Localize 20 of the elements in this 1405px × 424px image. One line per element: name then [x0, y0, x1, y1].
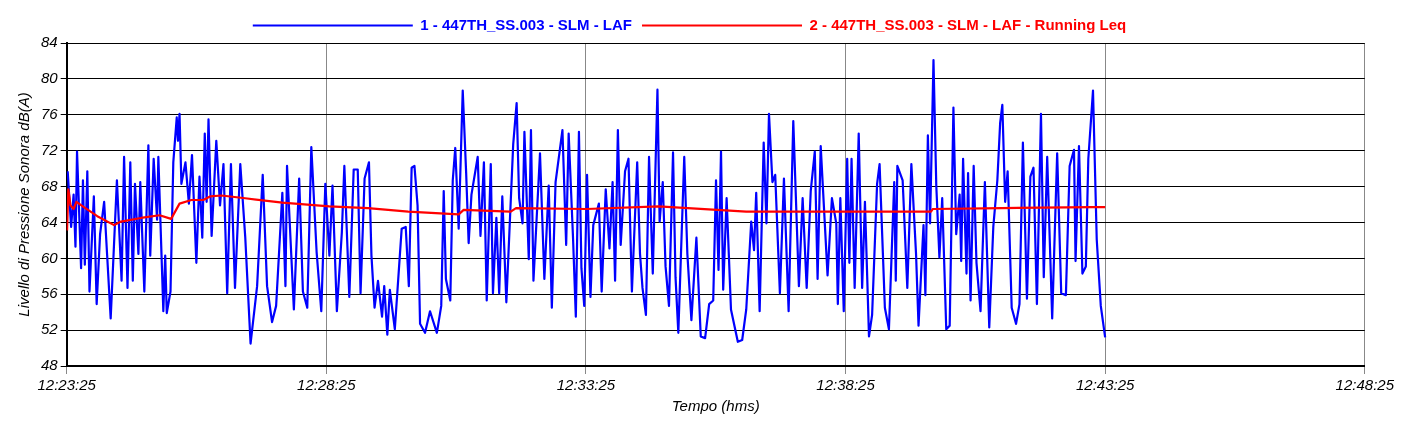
text: 1 - 447TH_SS.003 - SLM - LAF [420, 15, 633, 33]
y-tick-label: 48 [41, 356, 59, 374]
y-tick-label: 56 [41, 284, 59, 302]
y-tick-label: 52 [41, 320, 59, 338]
y-tick-label: 64 [41, 212, 58, 230]
y-tick-label: 84 [41, 33, 58, 51]
x-tick-label: 12:48:25 [1335, 376, 1395, 394]
text: 2 - 447TH_SS.003 - SLM - LAF - Running Leq [809, 15, 1127, 33]
y-tick-label: 60 [41, 248, 59, 266]
x-tick-label: 12:23:25 [37, 376, 97, 394]
x-tick-label: 12:43:25 [1075, 376, 1136, 394]
x-tick-label: 12:38:25 [816, 376, 876, 394]
x-axis-title: Tempo (hms) [671, 397, 760, 415]
y-tick-label: 76 [41, 104, 59, 122]
x-tick-label: 12:33:25 [556, 376, 616, 394]
y-tick-label: 68 [41, 176, 59, 194]
y-axis-title: Livello di Pressione Sonora dB(A) [15, 92, 33, 317]
y-tick-label: 72 [41, 140, 59, 158]
x-tick-label: 12:28:25 [297, 376, 357, 394]
y-tick-label: 80 [41, 69, 59, 87]
